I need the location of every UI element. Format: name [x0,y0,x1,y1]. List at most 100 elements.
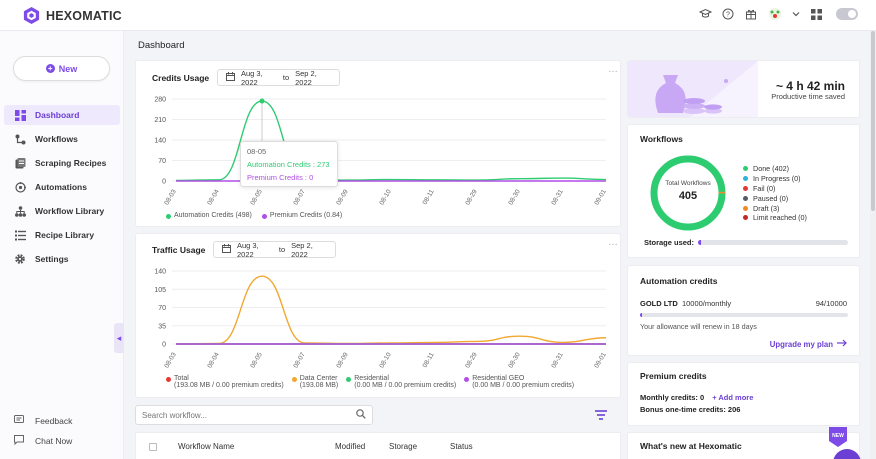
column-header-status[interactable]: Status [450,442,473,451]
status-fail[interactable]: Fail (0) [743,184,807,194]
renew-text: Your allowance will renew in 18 days [640,322,757,331]
sidebar-item-recipe-library[interactable]: Recipe Library [4,225,120,245]
workflow-icon [14,133,26,145]
workflow-table: Workflow Name Modified Storage Status [135,432,621,459]
column-header-storage[interactable]: Storage [389,442,418,451]
page-title: Dashboard [138,40,185,51]
select-all-checkbox[interactable] [149,443,157,451]
sidebar-item-settings[interactable]: Settings [4,249,120,269]
legend-automation-credits[interactable]: Automation Credits (498) [166,212,252,219]
sidebar-item-dashboard[interactable]: Dashboard [4,105,120,125]
x-tick-label: 08-29 [464,351,479,369]
status-in-progress[interactable]: In Progress (0) [743,174,807,184]
date-from: Aug 3, 2022 [237,240,259,259]
sidebar-item-label: Workflows [35,134,78,144]
y-tick-label: 140 [154,138,166,145]
plan-allowance: 10000/monthly [681,299,732,308]
plan-name: GOLD LTD [640,299,678,308]
search-icon[interactable] [356,408,366,422]
legend-premium-credits[interactable]: Premium Credits (0.84) [261,212,342,219]
top-icons: ? [698,7,858,21]
credits-date-picker[interactable]: Aug 3, 2022 to Sep 2, 2022 [217,69,340,87]
legend-residential-geo[interactable]: Residential GEO (0.00 MB / 0.00 premium c… [464,375,574,389]
y-tick-label: 210 [154,117,166,124]
y-tick-label: 280 [154,97,166,104]
column-header-workflow-name[interactable]: Workflow Name [178,442,235,451]
legend-residential[interactable]: Residential (0.00 MB / 0.00 premium credi… [346,375,456,389]
chart-tooltip: 08-05 Automation Credits : 273 Premium C… [240,141,338,187]
apps-grid-icon[interactable] [809,7,823,21]
status-paused[interactable]: Paused (0) [743,193,807,203]
chevron-left-icon: ◂ [116,332,122,343]
help-icon[interactable]: ? [721,7,735,21]
time-saved-card: ~ 4 h 42 min Productive time saved [627,60,860,118]
traffic-date-picker[interactable]: Aug 3, 2022 to Sep 2, 2022 [213,240,336,259]
sidebar-item-label: Automations [35,182,87,192]
sidebar-item-automations[interactable]: Automations [4,177,120,197]
x-tick-label: 08-03 [163,188,178,206]
sidebar-item-scraping-recipes[interactable]: Scraping Recipes [4,153,120,173]
legend-label: Total [174,375,189,382]
add-more-link[interactable]: + Add more [712,393,754,402]
status-dot [743,176,748,182]
legend-total[interactable]: Total (193.08 MB / 0.00 premium credits) [166,375,284,389]
top-bar: HEXOMATIC ? [0,0,876,31]
status-done[interactable]: Done (402) [743,164,807,174]
logo[interactable]: HEXOMATIC [22,6,122,25]
x-tick-label: 08-04 [206,351,221,369]
series-line-data-center [175,275,607,345]
column-header-modified[interactable]: Modified [335,442,366,451]
credits-usage-title: Credits Usage [152,73,210,83]
status-label: Draft (3) [753,203,780,213]
legend-sub: (0.00 MB / 0.00 premium credits) [472,382,575,389]
status-draft[interactable]: Draft (3) [743,203,807,213]
storage-fill [698,240,701,245]
theme-toggle[interactable] [836,8,858,20]
x-tick-label: 08-03 [163,351,178,369]
time-saved-value: ~ 4 h 42 min [775,79,845,93]
x-tick-label: 08-31 [550,351,565,369]
sidebar-item-chat-now[interactable]: Chat Now [14,431,114,451]
page-scrollbar[interactable] [870,31,876,459]
new-button[interactable]: + New [13,56,110,81]
more-options-icon[interactable]: … [608,237,619,248]
status-label: Fail (0) [753,183,776,193]
chat-widget-button[interactable] [833,449,861,459]
status-limit-reached[interactable]: Limit reached (0) [743,213,807,223]
x-tick-label: 08-04 [206,188,221,206]
y-tick-label: 105 [154,287,166,294]
workflows-total: 405 [678,190,698,202]
upgrade-plan-link[interactable]: Upgrade my plan [770,339,847,349]
x-tick-label: 08-11 [422,188,436,206]
x-tick-label: 08-30 [507,351,522,369]
filter-icon[interactable] [594,409,608,421]
sidebar-item-feedback[interactable]: Feedback [14,411,114,431]
sidebar-collapse-button[interactable]: ◂ [114,323,124,353]
status-label: Limit reached (0) [753,213,807,223]
status-label: In Progress (0) [753,174,801,184]
sidebar-item-workflow-library[interactable]: Workflow Library [4,201,120,221]
chevron-down-icon[interactable] [792,7,800,21]
search-input[interactable] [142,410,356,420]
x-tick-label: 08-05 [249,351,264,369]
scrollbar-thumb[interactable] [871,31,875,211]
avatar[interactable] [767,7,783,21]
money-bag-illustration [628,61,758,117]
new-badge: NEW [829,427,847,447]
legend-data-center[interactable]: Data Center (193.08 MB) [291,375,338,389]
sidebar-bottom: Feedback Chat Now [14,411,114,451]
monthly-credits-value: Monthly credits: 0 [640,393,705,402]
legend-dot [291,377,297,382]
legend-label: Data Center [299,375,338,382]
traffic-usage-title: Traffic Usage [152,245,206,255]
workflows-card: Workflows Total Workflows 405 Done (402)… [627,124,860,258]
academy-icon[interactable] [698,7,712,21]
more-options-icon[interactable]: … [608,64,619,75]
gift-icon[interactable] [744,7,758,21]
y-tick-label: 140 [154,269,166,276]
sidebar-item-workflows[interactable]: Workflows [4,129,120,149]
y-tick-label: 70 [158,305,166,312]
x-tick-label: 08-05 [249,188,264,206]
y-tick-label: 35 [158,323,166,330]
